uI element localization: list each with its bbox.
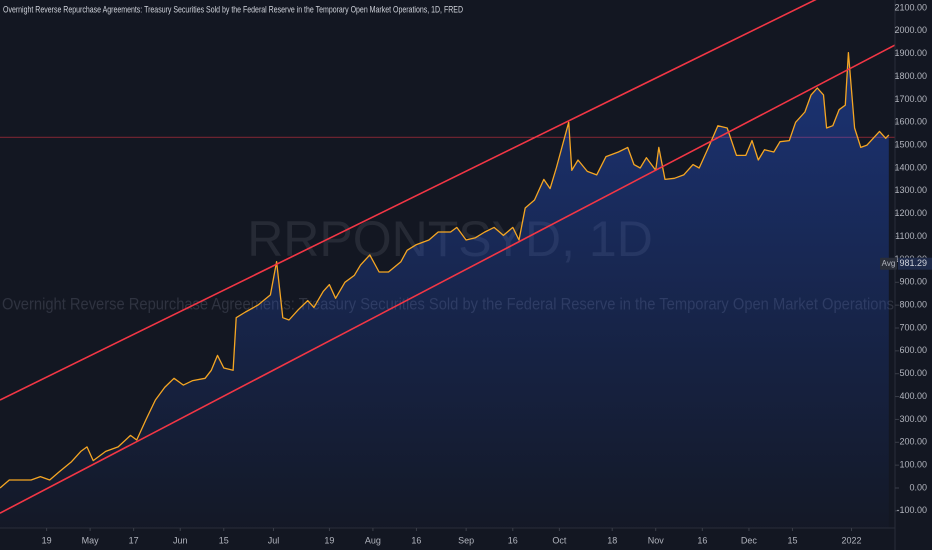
x-tick-label: 16: [411, 535, 421, 545]
x-tick-label: 19: [324, 535, 334, 545]
y-tick-label: -100.00: [896, 505, 927, 515]
y-tick-label: 1400.00: [894, 162, 927, 172]
y-tick-label: 400.00: [899, 391, 927, 401]
series-line: [0, 51, 890, 489]
y-tick-label: 600.00: [899, 345, 927, 355]
x-tick-label: Jul: [268, 535, 280, 545]
x-tick-label: Aug: [365, 535, 381, 545]
x-tick-label: 19: [42, 535, 52, 545]
y-tick-label: 1800.00: [894, 71, 927, 81]
x-tick-label: Oct: [552, 535, 567, 545]
y-tick-label: 0.00: [909, 482, 927, 492]
x-tick-label: 2022: [841, 535, 861, 545]
y-tick-label: 300.00: [899, 414, 927, 424]
y-tick-label: 2000.00: [894, 25, 927, 35]
x-tick-label: Jun: [173, 535, 188, 545]
avg-tag: [880, 257, 897, 270]
area-fill: [0, 52, 889, 528]
x-tick-label: Nov: [648, 535, 665, 545]
y-tick-label: 800.00: [899, 300, 927, 310]
y-tick-label: 500.00: [899, 368, 927, 378]
x-tick-label: 17: [129, 535, 139, 545]
y-tick-label: 700.00: [899, 322, 927, 332]
y-tick-label: 1200.00: [894, 208, 927, 218]
y-tick-label: 1500.00: [894, 140, 927, 150]
x-tick-label: Sep: [458, 535, 474, 545]
y-tick-label: 1700.00: [894, 94, 927, 104]
trend-line: [0, 0, 817, 401]
x-tick-label: 15: [787, 535, 797, 545]
avg-value: 981.29: [899, 258, 927, 268]
trend-line: [0, 44, 895, 514]
y-tick-label: 1300.00: [894, 185, 927, 195]
avg-label: Avg: [882, 259, 896, 268]
x-tick-label: May: [82, 535, 100, 545]
x-tick-label: Dec: [741, 535, 758, 545]
y-tick-label: 200.00: [899, 437, 927, 447]
y-tick-label: 1600.00: [894, 117, 927, 127]
y-tick-label: 1900.00: [894, 48, 927, 58]
x-tick-label: 16: [697, 535, 707, 545]
y-tick-label: 1100.00: [895, 231, 927, 241]
x-tick-label: 18: [607, 535, 617, 545]
x-tick-label: 16: [508, 535, 518, 545]
y-tick-label: 900.00: [899, 277, 927, 287]
chart-title: Overnight Reverse Repurchase Agreements:…: [3, 5, 463, 16]
x-tick-label: 15: [219, 535, 229, 545]
y-tick-label: 2100.00: [894, 2, 927, 12]
avg-value-box: [898, 257, 932, 270]
plot-area: RRPONTSYD, 1D Overnight Reverse Repurcha…: [0, 0, 895, 528]
y-tick-label: 100.00: [899, 460, 927, 470]
